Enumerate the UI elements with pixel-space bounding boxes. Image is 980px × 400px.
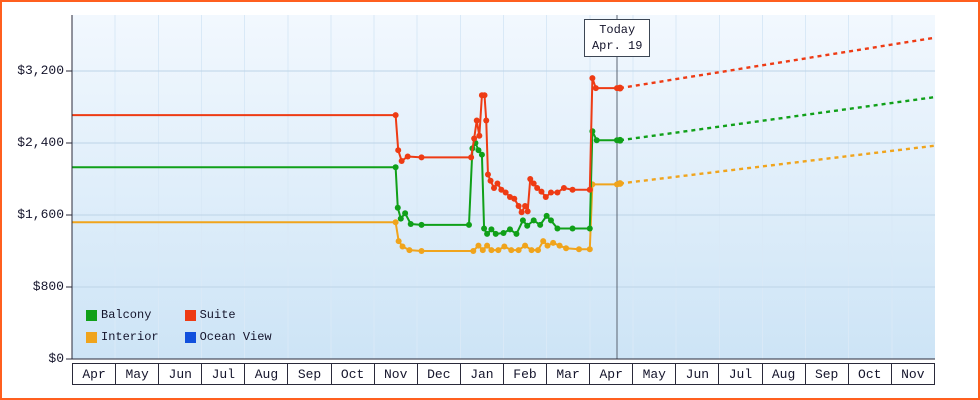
x-axis-month-row: Apr May Jun Jul Aug Sep Oct Nov Dec Jan Feb Mar Apr M… [72, 363, 935, 385]
legend-label-balcony: Balcony [101, 308, 152, 322]
month-cell: Nov [890, 363, 935, 385]
legend-item-suite: Suite [184, 308, 272, 322]
suite-swatch-icon [184, 309, 196, 321]
month-cell: May [115, 363, 160, 385]
month-cell: Jul [201, 363, 246, 385]
prediction-balcony [616, 95, 936, 144]
y-axis-label: $3,200 [17, 62, 64, 78]
legend-item-interior: Interior [86, 330, 159, 344]
interior-swatch-icon [86, 331, 97, 343]
month-cell: Aug [244, 363, 289, 385]
y-axis-label: $800 [32, 278, 64, 294]
month-cell: Oct [330, 363, 375, 385]
series-suite [72, 75, 620, 216]
horizontal-gridlines [72, 70, 935, 288]
month-cell: Jun [675, 363, 720, 385]
month-cell: Mar [546, 363, 591, 385]
month-cell: Apr [72, 363, 117, 385]
axes [66, 15, 935, 360]
month-cell: Sep [287, 363, 332, 385]
ocean-view-swatch-icon [184, 331, 196, 343]
month-cell: Jan [459, 363, 504, 385]
month-cell: Dec [416, 363, 461, 385]
series-interior [72, 181, 620, 254]
series-balcony [72, 128, 620, 237]
month-cell: Oct [847, 363, 892, 385]
month-cell: May [632, 363, 677, 385]
legend-label-interior: Interior [101, 330, 159, 344]
prediction-suite [616, 36, 936, 92]
month-cell: Sep [804, 363, 849, 385]
legend-item-ocean-view: Ocean View [184, 330, 272, 344]
month-cell: Aug [761, 363, 806, 385]
today-label-line2: Apr. 19 [591, 39, 643, 53]
legend-item-balcony: Balcony [86, 308, 159, 322]
y-axis-label: $0 [48, 351, 64, 366]
today-marker-label: Today Apr. 19 [583, 19, 651, 57]
y-axis-label: $1,600 [17, 206, 64, 222]
month-cell: Jun [158, 363, 203, 385]
chart-legend: Balcony Suite Interior Ocean View [86, 308, 272, 344]
legend-label-suite: Suite [199, 308, 236, 322]
month-cell: Feb [502, 363, 548, 385]
month-cell: Jul [718, 363, 763, 385]
prediction-interior [616, 144, 936, 187]
month-cell: Apr [589, 363, 634, 385]
vertical-gridlines [114, 15, 893, 359]
y-axis-label: $2,400 [17, 134, 64, 150]
month-cell: Nov [373, 363, 418, 385]
balcony-swatch-icon [86, 309, 97, 321]
legend-label-ocean-view: Ocean View [199, 330, 272, 344]
today-label-line1: Today [599, 23, 636, 37]
